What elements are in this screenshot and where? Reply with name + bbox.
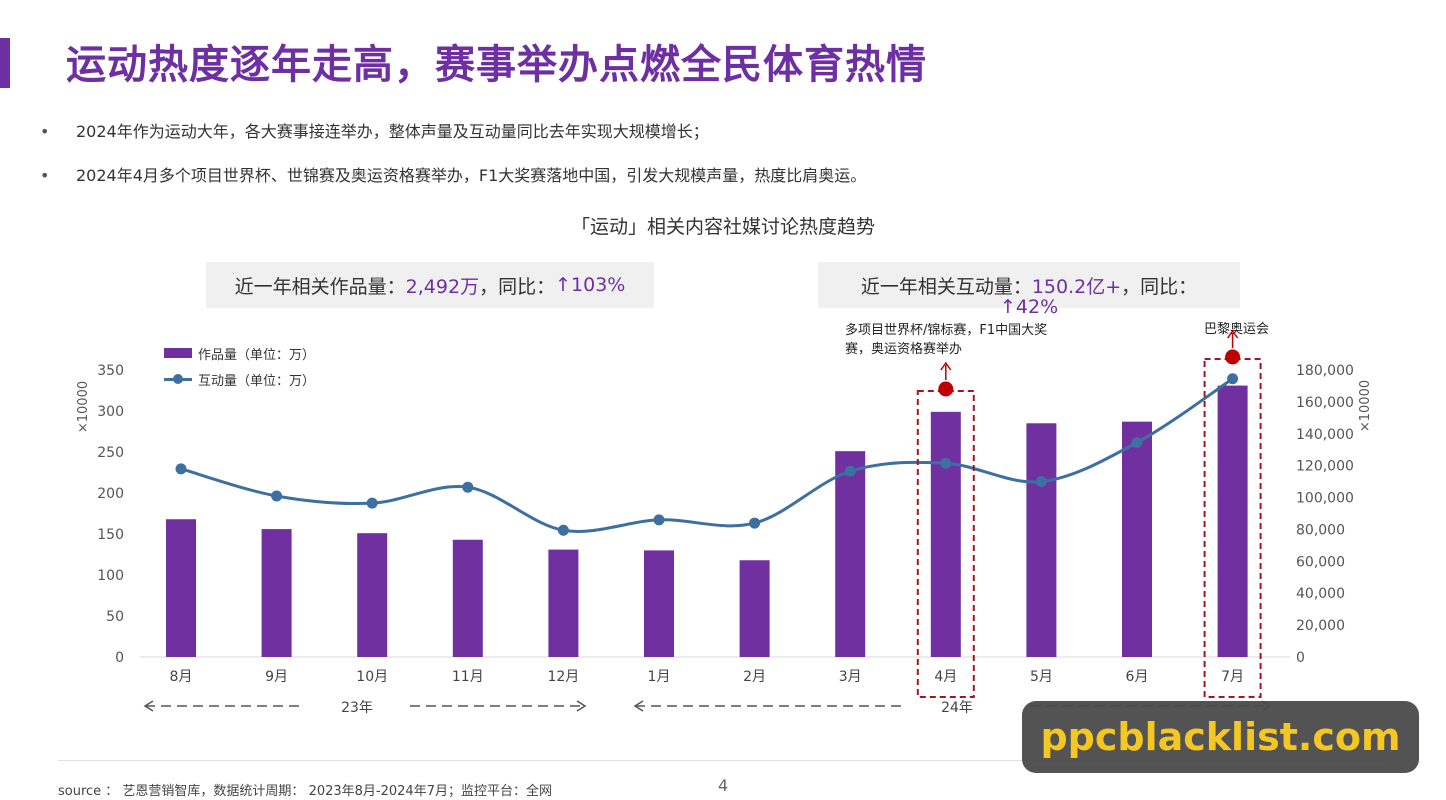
- x-tick-label: 7月: [1221, 669, 1244, 685]
- bar-7: [739, 560, 770, 657]
- kpi-works-yoy: ↑103%: [555, 274, 626, 296]
- x-tick-label: 6月: [1126, 669, 1149, 685]
- highlight-arrow-head: [1226, 329, 1239, 339]
- legend-swatch-bar: [164, 348, 192, 358]
- annotation-july: 巴黎奥运会: [1204, 322, 1270, 337]
- kpi-works-label: 近一年相关作品量：: [234, 275, 406, 298]
- kpi-works-box: 近一年相关作品量： 2,492万 ，同比： ↑103%: [206, 262, 654, 308]
- line-point-8: [844, 465, 856, 477]
- year-23-arrow-left-head: [143, 700, 154, 712]
- y-left-tick-label: 50: [106, 609, 124, 625]
- page-title: 运动热度逐年走高，赛事举办点燃全民体育热情: [66, 42, 927, 88]
- year-group-label-23: 23年: [341, 700, 373, 716]
- line-point-11: [1131, 437, 1143, 449]
- y-right-tick-label: 0: [1296, 650, 1305, 666]
- line-point-2: [271, 490, 283, 502]
- y-left-tick-label: 0: [115, 650, 124, 666]
- series-line-interactions: [180, 377, 1234, 533]
- y-left-tick-label: 100: [97, 568, 124, 584]
- x-tick-label: 8月: [170, 669, 193, 685]
- y-right-tick-label: 40,000: [1296, 586, 1345, 602]
- line-point-1: [175, 463, 187, 475]
- highlight-box: [1203, 358, 1262, 698]
- highlight-marker: [938, 381, 954, 397]
- bar-10: [1026, 423, 1057, 657]
- line-point-5: [557, 524, 569, 536]
- line-point-3: [366, 497, 378, 509]
- year-23-arrow-right-head: [576, 700, 587, 712]
- highlight-arrow-head: [940, 361, 952, 371]
- kpi-interaction-box: 近一年相关互动量： 150.2亿+ ，同比：: [818, 262, 1240, 308]
- line-point-9: [940, 457, 952, 469]
- x-tick-label: 10月: [356, 669, 388, 685]
- bullet-item-2: 2024年4月多个项目世界杯、世锦赛及奥运资格赛举办，F1大奖赛落地中国，引发大…: [40, 164, 866, 188]
- legend-item-bar: 作品量（单位：万）: [164, 340, 315, 366]
- bar-2: [261, 529, 292, 657]
- line-point-7: [749, 517, 761, 529]
- x-tick-label: 1月: [648, 669, 671, 685]
- bullet-list: 2024年作为运动大年，各大赛事接连举办，整体声量及互动量同比去年实现大规模增长…: [40, 120, 866, 208]
- watermark-logo: ppcblacklist.com: [1022, 701, 1419, 773]
- line-point-12: [1227, 373, 1239, 385]
- y-left-tick-label: 250: [97, 445, 124, 461]
- kpi-works-mid: ，同比：: [479, 275, 556, 298]
- bar-9: [930, 411, 961, 657]
- y-right-tick-label: 60,000: [1296, 554, 1345, 570]
- chart-title: 「运动」相关内容社媒讨论热度趋势: [570, 216, 875, 238]
- bar-5: [548, 549, 579, 657]
- bar-11: [1122, 421, 1152, 657]
- x-tick-label: 5月: [1030, 669, 1053, 685]
- y-left-tick-label: 300: [97, 404, 124, 420]
- y-right-tick-label: 80,000: [1296, 522, 1345, 538]
- x-tick-label: 4月: [934, 669, 957, 685]
- x-tick-label: 2月: [743, 669, 766, 685]
- bar-4: [452, 539, 483, 657]
- highlight-marker: [1225, 349, 1241, 365]
- y-right-tick-label: 120,000: [1296, 459, 1354, 475]
- bar-8: [835, 451, 866, 657]
- y-left-tick-label: 350: [97, 363, 124, 379]
- year-group-label-24: 24年: [941, 700, 973, 716]
- y-right-tick-label: 140,000: [1296, 427, 1354, 443]
- kpi-works-value: 2,492万: [405, 275, 480, 298]
- page-number: 4: [718, 776, 729, 795]
- bar-3: [357, 533, 388, 657]
- bar-12: [1217, 385, 1248, 657]
- y-right-tick-label: 160,000: [1296, 395, 1354, 411]
- line-point-6: [653, 514, 665, 526]
- kpi-interaction-mid: ，同比：: [1121, 275, 1198, 298]
- x-tick-label: 11月: [452, 669, 484, 685]
- footer-divider: [58, 760, 1388, 761]
- legend-item-line: 互动量（单位：万）: [164, 366, 315, 392]
- x-tick-label: 12月: [547, 669, 579, 685]
- line-point-4: [462, 481, 474, 493]
- annotation-april: 多项目世界杯/锦标赛，F1中国大奖赛，奥运资格赛举办: [845, 323, 1048, 357]
- source-note: source ： 艺恩营销智库，数据统计周期： 2023年8月-2024年7月；…: [58, 784, 552, 799]
- bar-1: [166, 519, 196, 657]
- legend-swatch-line: [164, 373, 192, 384]
- bullet-item-1: 2024年作为运动大年，各大赛事接连举办，整体声量及互动量同比去年实现大规模增长…: [40, 120, 866, 144]
- highlight-box: [916, 390, 975, 698]
- y-left-axis-label: ×10000: [76, 381, 91, 433]
- x-tick-label: 9月: [265, 669, 288, 685]
- y-right-tick-label: 180,000: [1296, 363, 1354, 379]
- line-point-10: [1035, 476, 1047, 488]
- y-left-tick-label: 150: [97, 527, 124, 543]
- bar-6: [644, 550, 674, 657]
- y-right-axis-label: ×10000: [1358, 380, 1373, 432]
- kpi-interaction-label: 近一年相关互动量：: [860, 275, 1032, 298]
- title-accent-bar: [0, 38, 10, 88]
- chart-legend: 作品量（单位：万） 互动量（单位：万）: [164, 340, 315, 392]
- y-right-tick-label: 100,000: [1296, 491, 1354, 507]
- kpi-interaction-value: 150.2亿+: [1031, 275, 1122, 298]
- x-tick-label: 3月: [839, 669, 862, 685]
- y-right-tick-label: 20,000: [1296, 618, 1345, 634]
- y-left-tick-label: 200: [97, 486, 124, 502]
- year-24-arrow-left-head: [633, 700, 644, 712]
- kpi-interaction-yoy: ↑42%: [1000, 296, 1059, 318]
- legend-label-line: 互动量（单位：万）: [198, 373, 316, 389]
- legend-label-bar: 作品量（单位：万）: [198, 347, 316, 363]
